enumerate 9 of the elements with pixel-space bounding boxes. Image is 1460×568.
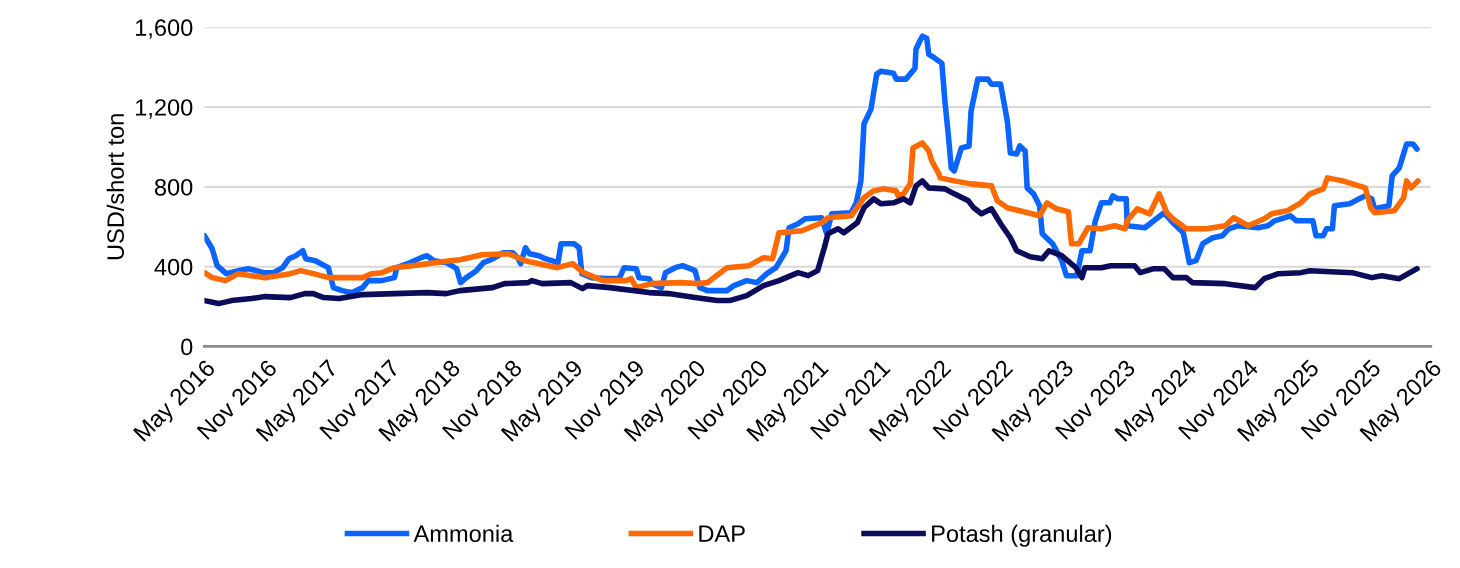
legend-label: Potash (granular) bbox=[932, 524, 1112, 547]
y-tick-label: 1,200 bbox=[136, 99, 193, 119]
legend-label: Ammonia bbox=[413, 524, 514, 543]
y-tick-label: 1,600 bbox=[136, 19, 193, 39]
y-tick-label: 800 bbox=[154, 178, 193, 196]
y-tick-label: 400 bbox=[154, 258, 193, 276]
y-axis-title: USD/short ton bbox=[106, 114, 124, 260]
y-tick-label: 0 bbox=[181, 338, 193, 356]
legend-label: DAP bbox=[699, 525, 745, 542]
